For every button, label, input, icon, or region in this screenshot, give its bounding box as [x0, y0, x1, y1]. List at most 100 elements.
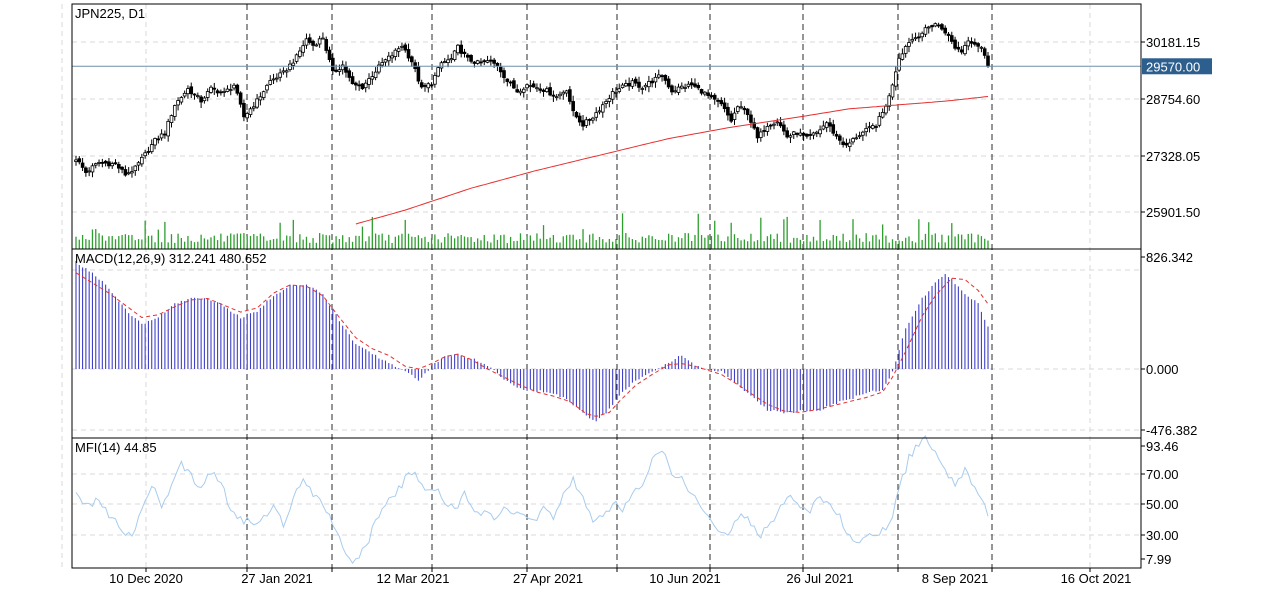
candle-bull [126, 172, 131, 175]
candle-bear [113, 162, 118, 165]
candle-bear [650, 80, 654, 84]
candle-bull [607, 98, 612, 102]
candle-bull [680, 85, 684, 89]
candle-bear [726, 106, 730, 116]
candle-bear [660, 75, 664, 78]
candle-bear [357, 84, 361, 87]
candle-bull [426, 83, 431, 89]
candle-bull [920, 32, 924, 38]
candle-bear [953, 39, 957, 49]
candle-bull [87, 170, 91, 173]
price-tick-label: 27328.05 [1146, 149, 1200, 164]
date-tick-label: 27 Jan 2021 [241, 571, 313, 586]
candle-bull [93, 163, 98, 166]
candle-bull [518, 90, 523, 94]
candle-bear [215, 90, 220, 94]
candle-bear [841, 141, 845, 145]
candle-bear [156, 138, 161, 141]
candle-bear [689, 82, 694, 86]
candle-bull [449, 58, 454, 61]
candle-bull [897, 57, 901, 71]
candle-bull [900, 53, 905, 60]
grid-layer [61, 4, 1141, 568]
candle-bear [795, 132, 799, 135]
candle-bear [505, 78, 510, 82]
candle-bear [413, 62, 417, 69]
macd-tick-label: 826.342 [1146, 250, 1193, 265]
price-tick-label: 28754.60 [1146, 92, 1200, 107]
candle-bull [558, 93, 562, 97]
candle-bear [722, 102, 727, 110]
candle-bear [120, 166, 124, 170]
candle-bull [377, 64, 381, 73]
candle-bull [232, 84, 236, 89]
candle-bull [887, 95, 892, 107]
candle-bull [321, 37, 325, 40]
candle-bull [867, 126, 872, 129]
candle-bull [390, 55, 394, 59]
candle-bull [380, 62, 384, 66]
candle-bull [370, 76, 375, 80]
candle-bear [80, 162, 85, 168]
candle-bull [884, 105, 888, 114]
candle-bull [851, 138, 855, 143]
macd-signal-line [75, 272, 989, 417]
candle-bear [785, 130, 789, 138]
candle-bear [465, 54, 470, 58]
candle-bull [907, 42, 911, 47]
candle-bull [172, 105, 177, 117]
candle-bull [759, 131, 763, 138]
candle-bull [159, 133, 164, 139]
candle-bull [225, 88, 230, 92]
candle-bull [913, 37, 918, 40]
candle-bear [489, 59, 493, 62]
candle-bear [581, 120, 585, 127]
candle-bear [347, 70, 352, 78]
candle-bear [762, 130, 766, 132]
candle-bear [666, 78, 671, 88]
candle-bear [84, 167, 88, 173]
candle-bull [890, 84, 895, 98]
candle-bull [179, 97, 184, 103]
candle-bull [255, 98, 259, 108]
candle-bull [400, 45, 404, 48]
candle-bear [212, 87, 217, 90]
candle-bear [429, 84, 434, 87]
candle-bear [334, 69, 338, 72]
candle-bull [446, 59, 450, 63]
candle-bear [627, 82, 631, 87]
candle-bull [703, 91, 707, 95]
candle-bull [291, 62, 296, 66]
candle-bull [923, 27, 928, 35]
candle-bear [940, 24, 944, 30]
candle-bear [633, 78, 638, 84]
candle-bull [894, 71, 898, 87]
candle-bear [548, 87, 552, 96]
candle-bear [344, 66, 348, 73]
candle-bear [745, 108, 750, 116]
candle-bull [251, 106, 256, 109]
candle-bear [568, 89, 572, 102]
candle-bear [986, 55, 990, 67]
candle-bull [647, 81, 651, 88]
date-tick-label: 27 Apr 2021 [513, 571, 583, 586]
candle-bear [571, 101, 575, 112]
candle-bear [469, 55, 473, 62]
candle-bull [545, 88, 549, 92]
candle-bear [742, 107, 747, 111]
candle-bull [870, 125, 875, 129]
candle-bull [166, 120, 170, 137]
sma-line [355, 96, 989, 225]
candle-bear [844, 142, 849, 146]
price-tick-label: 25901.50 [1146, 205, 1200, 220]
candle-bear [327, 49, 332, 60]
candle-bear [189, 86, 194, 95]
candle-bear [959, 49, 964, 53]
candle-bull [739, 106, 743, 109]
candle-bull [452, 50, 457, 60]
macd-tick-label: 0.000 [1146, 362, 1179, 377]
candle-bear [956, 46, 961, 50]
candle-bear [238, 92, 243, 105]
candle-bull [864, 128, 868, 133]
